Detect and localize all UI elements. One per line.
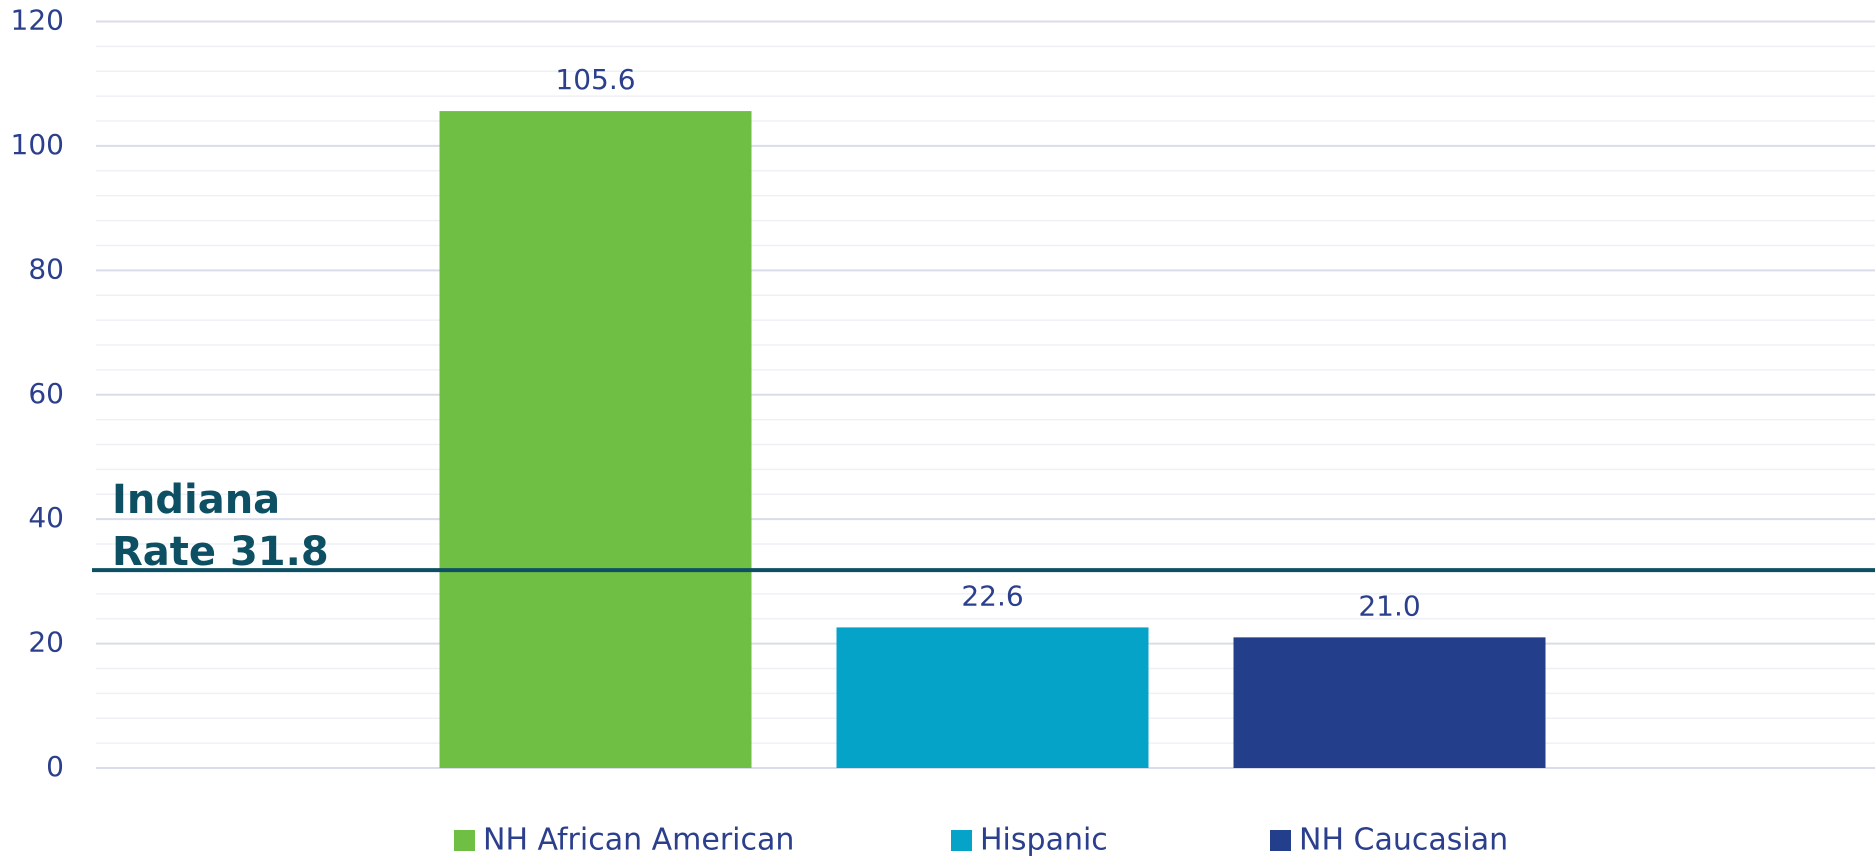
y-tick-label: 40	[28, 501, 64, 534]
legend-label: NH African American	[483, 823, 794, 858]
data-label: 21.0	[1358, 589, 1420, 622]
legend-swatch	[454, 830, 475, 851]
legend-label: Hispanic	[980, 823, 1108, 858]
bar	[836, 627, 1149, 768]
reference-label: Indiana	[112, 477, 280, 523]
y-tick-label: 80	[28, 252, 64, 285]
y-tick-label: 0	[46, 750, 64, 783]
y-tick-label: 60	[28, 377, 64, 410]
data-label: 105.6	[555, 63, 635, 96]
bar	[439, 111, 752, 768]
y-tick-label: 100	[11, 128, 64, 161]
legend-swatch	[951, 830, 972, 851]
legend-label: NH Caucasian	[1299, 823, 1508, 858]
data-label: 22.6	[961, 579, 1023, 612]
y-tick-label: 120	[11, 4, 64, 37]
reference-label: Rate 31.8	[112, 529, 329, 575]
legend-swatch	[1270, 830, 1291, 851]
y-tick-label: 20	[28, 626, 64, 659]
bar	[1233, 637, 1546, 768]
